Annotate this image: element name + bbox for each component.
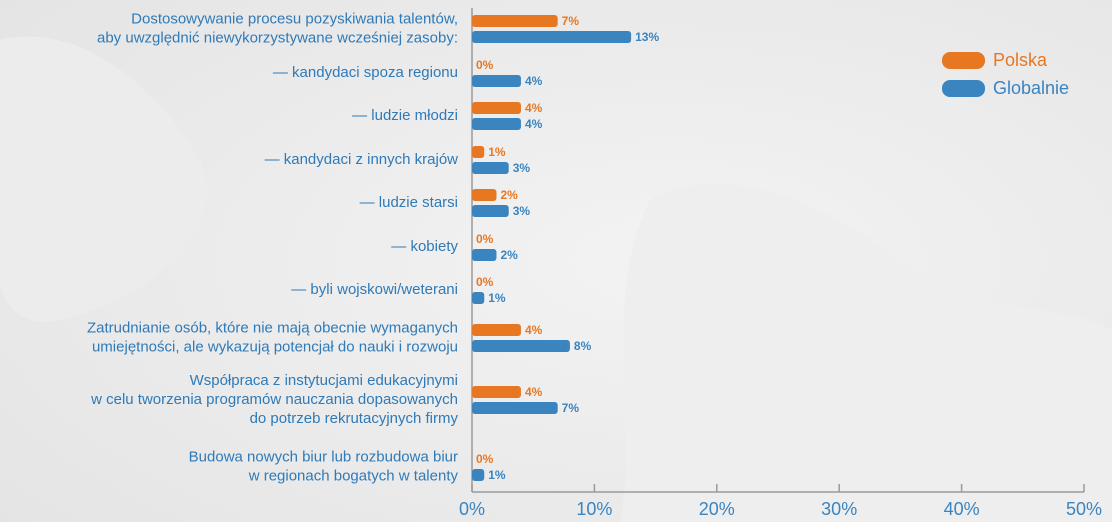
bar: [472, 162, 509, 174]
bar: [472, 146, 485, 158]
bar: [472, 324, 521, 336]
x-tick-label: 0%: [459, 499, 485, 519]
value-label: 1%: [488, 468, 506, 482]
value-label: 4%: [525, 385, 543, 399]
category-label: — ludzie młodzi: [352, 107, 458, 124]
x-tick-label: 10%: [576, 499, 612, 519]
value-label: 13%: [635, 30, 659, 44]
category-label: — byli wojskowi/weterani: [291, 281, 458, 298]
legend-label: Polska: [993, 50, 1048, 70]
value-label: 4%: [525, 323, 543, 337]
legend-label: Globalnie: [993, 78, 1069, 98]
category-label: Współpraca z instytucjami edukacyjnymi: [190, 372, 458, 389]
bar: [472, 118, 521, 130]
value-label: 0%: [476, 275, 494, 289]
category-label: — kandydaci z innych krajów: [265, 151, 459, 168]
value-label: 2%: [500, 248, 518, 262]
x-tick-label: 50%: [1066, 499, 1102, 519]
x-tick-label: 40%: [944, 499, 980, 519]
bar: [472, 249, 497, 261]
value-label: 0%: [476, 58, 494, 72]
value-label: 4%: [525, 74, 543, 88]
value-label: 3%: [513, 204, 531, 218]
value-label: 4%: [525, 101, 543, 115]
category-label: Budowa nowych biur lub rozbudowa biur: [189, 448, 458, 465]
bar: [472, 75, 521, 87]
bar: [472, 102, 521, 114]
x-tick-label: 20%: [699, 499, 735, 519]
value-label: 7%: [562, 401, 580, 415]
value-label: 8%: [574, 339, 592, 353]
category-label: do potrzeb rekrutacyjnych firmy: [250, 410, 459, 427]
category-label: umiejętności, ale wykazują potencjał do …: [92, 338, 458, 355]
category-label: Dostosowywanie procesu pozyskiwania tale…: [131, 10, 458, 27]
value-label: 0%: [476, 232, 494, 246]
category-label: — ludzie starsi: [360, 194, 458, 211]
bar: [472, 189, 497, 201]
legend-swatch: [942, 52, 985, 69]
map-shape: [620, 183, 1112, 522]
value-label: 1%: [488, 291, 506, 305]
map-shape: [0, 36, 207, 322]
category-label: w celu tworzenia programów nauczania dop…: [90, 391, 458, 408]
bar: [472, 31, 632, 43]
value-label: 3%: [513, 161, 531, 175]
bar: [472, 469, 485, 481]
value-label: 2%: [500, 188, 518, 202]
bar: [472, 292, 485, 304]
bar: [472, 402, 558, 414]
category-label: Zatrudnianie osób, które nie mają obecni…: [87, 319, 458, 336]
value-label: 0%: [476, 452, 494, 466]
bar: [472, 15, 558, 27]
legend-swatch: [942, 80, 985, 97]
x-tick-label: 30%: [821, 499, 857, 519]
category-label: w regionach bogatych w talenty: [248, 467, 459, 484]
value-label: 4%: [525, 117, 543, 131]
value-label: 7%: [562, 14, 580, 28]
category-label: — kandydaci spoza regionu: [273, 64, 458, 81]
bar: [472, 205, 509, 217]
category-label: aby uwzględnić niewykorzystywane wcześni…: [97, 29, 458, 46]
value-label: 1%: [488, 145, 506, 159]
bar: [472, 386, 521, 398]
category-label: — kobiety: [391, 238, 458, 255]
bar: [472, 340, 570, 352]
